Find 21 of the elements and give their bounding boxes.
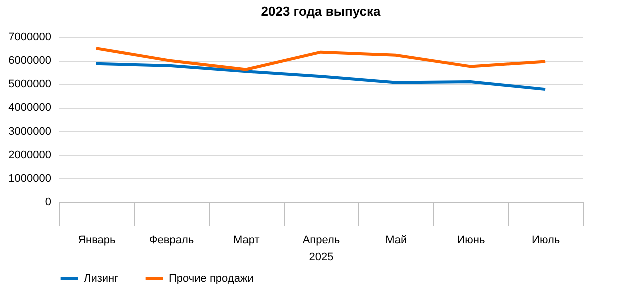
line-series <box>94 47 548 72</box>
y-tick-label: 3000000 <box>8 126 52 138</box>
x-tick-label: Июнь <box>457 234 486 246</box>
legend-label: Прочие продажи <box>169 272 254 285</box>
y-tick-label: 7000000 <box>8 32 52 44</box>
y-tick-label: 4000000 <box>8 102 52 114</box>
x-tick-label: Июль <box>532 234 560 246</box>
x-axis-title: 2025 <box>309 252 334 264</box>
chart-title: 2023 года выпуска <box>261 4 382 19</box>
y-tick-label: 0 <box>45 196 52 208</box>
legend-label: Лизинг <box>84 272 119 285</box>
x-tick-label: Март <box>233 234 260 246</box>
x-tick-label: Январь <box>78 234 116 246</box>
y-tick-label: 2000000 <box>8 149 52 162</box>
y-tick-label: 5000000 <box>8 78 52 91</box>
y-tick-label: 6000000 <box>8 55 52 68</box>
x-tick-label: Апрель <box>302 234 340 246</box>
x-tick-label: Май <box>386 234 408 246</box>
line-series <box>94 62 548 92</box>
x-tick-label: Февраль <box>149 234 194 246</box>
y-tick-label: 1000000 <box>8 172 52 185</box>
